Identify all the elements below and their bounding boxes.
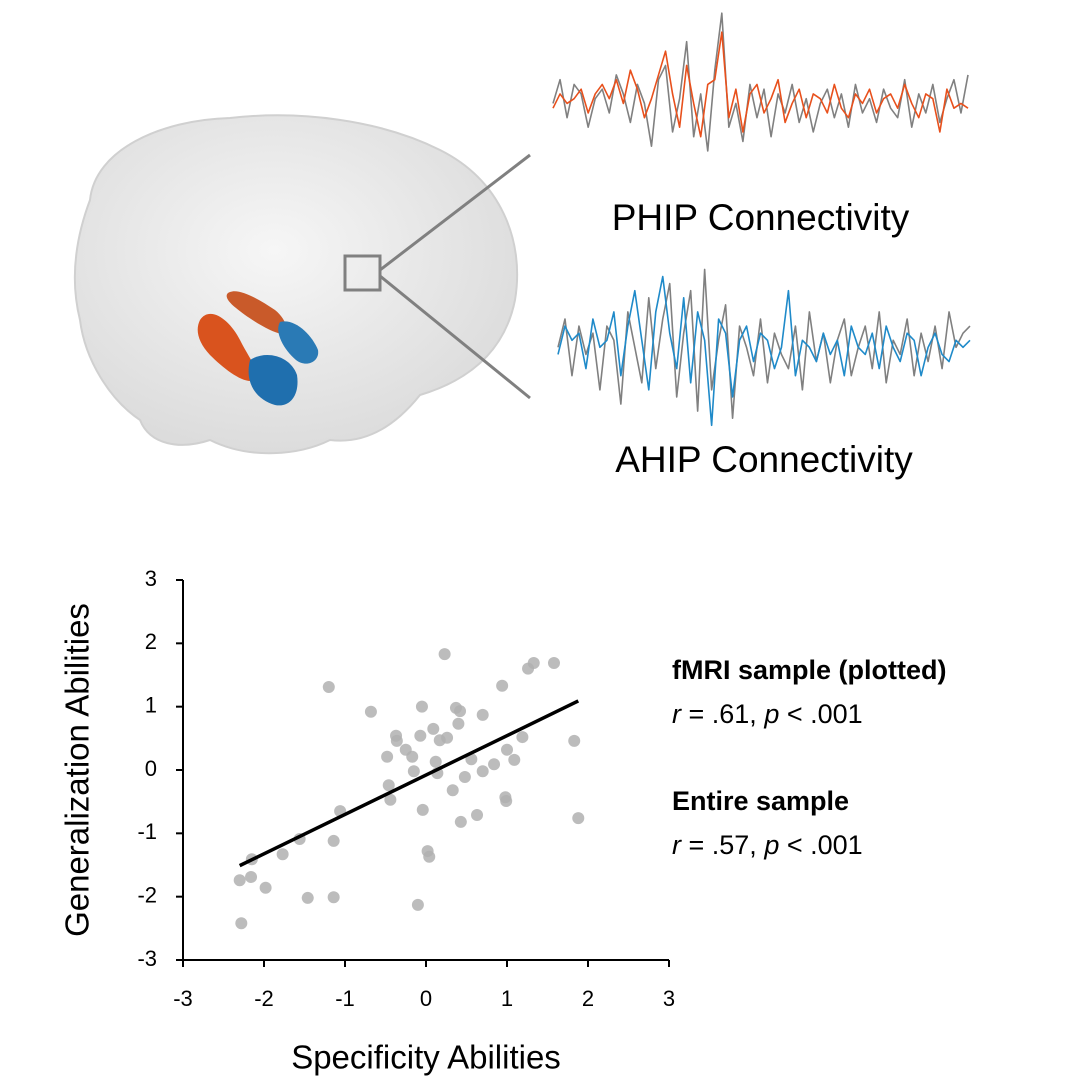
data-point xyxy=(452,717,465,730)
x-tick-label: -1 xyxy=(335,986,355,1011)
data-point xyxy=(322,681,335,694)
data-point xyxy=(441,731,454,744)
y-tick-label: 2 xyxy=(145,629,157,654)
annotation-part: < .001 xyxy=(779,699,862,729)
y-axis-title: Generalization Abilities xyxy=(59,603,96,937)
data-point xyxy=(384,793,397,806)
y-tick-label: -2 xyxy=(137,882,157,907)
time-series xyxy=(552,12,969,152)
trend-line xyxy=(238,699,580,868)
data-point xyxy=(276,848,289,861)
data-point xyxy=(488,758,501,771)
annotation-stat: r = .61, p < .001 xyxy=(672,699,863,729)
y-tick-label: -1 xyxy=(137,819,157,844)
data-point xyxy=(458,770,471,783)
y-tick-label: 3 xyxy=(145,566,157,591)
data-point xyxy=(415,700,428,713)
x-tick-label: -3 xyxy=(173,986,193,1011)
y-tick-label: 1 xyxy=(145,692,157,717)
data-point xyxy=(259,881,272,894)
time-series xyxy=(557,275,971,427)
time-series xyxy=(552,31,969,138)
y-tick-label: -3 xyxy=(137,946,157,971)
annotation-part: r xyxy=(672,830,682,860)
annotation-stat: r = .57, p < .001 xyxy=(672,830,863,860)
y-tick-label: 0 xyxy=(145,756,157,781)
data-point xyxy=(414,729,427,742)
annotation-title: fMRI sample (plotted) xyxy=(672,655,947,685)
data-point xyxy=(327,834,340,847)
data-point xyxy=(547,656,560,669)
x-tick-label: 0 xyxy=(420,986,432,1011)
data-point xyxy=(501,743,513,756)
data-point xyxy=(381,750,394,763)
annotation-part: < .001 xyxy=(779,830,862,860)
annotation-part: p xyxy=(763,699,779,729)
data-point xyxy=(568,734,581,747)
data-point xyxy=(427,722,440,735)
data-point xyxy=(406,750,419,763)
data-point xyxy=(500,795,513,808)
data-point xyxy=(446,784,459,797)
data-point xyxy=(496,679,509,692)
data-point xyxy=(572,812,585,825)
data-point xyxy=(245,871,258,884)
data-point xyxy=(471,808,484,821)
annotation-part: p xyxy=(763,830,779,860)
x-tick-label: 3 xyxy=(663,986,675,1011)
data-point xyxy=(516,731,529,744)
data-point xyxy=(411,898,424,911)
data-point xyxy=(438,648,451,661)
data-point xyxy=(416,803,429,816)
data-point xyxy=(235,917,248,930)
x-tick-label: 2 xyxy=(582,986,594,1011)
data-point xyxy=(407,765,420,778)
data-point xyxy=(454,815,467,828)
data-point xyxy=(476,765,489,778)
data-point xyxy=(390,734,403,747)
x-axis-title: Specificity Abilities xyxy=(291,1039,561,1076)
x-tick-label: -2 xyxy=(254,986,274,1011)
x-tick-label: 1 xyxy=(501,986,513,1011)
annotation-part: = .61, xyxy=(681,699,764,729)
annotation-title: Entire sample xyxy=(672,786,849,816)
data-point xyxy=(454,705,467,718)
annotation-part: = .57, xyxy=(681,830,764,860)
data-point xyxy=(429,755,442,768)
annotation-part: r xyxy=(672,699,682,729)
brain-illustration xyxy=(73,114,531,455)
data-point xyxy=(382,779,395,792)
data-point xyxy=(327,891,340,904)
time-series xyxy=(557,268,971,419)
data-point xyxy=(301,891,314,904)
data-point xyxy=(476,708,489,721)
data-point xyxy=(423,850,436,863)
series-title: AHIP Connectivity xyxy=(615,439,913,480)
data-point xyxy=(527,656,540,669)
series-title: PHIP Connectivity xyxy=(612,197,910,238)
data-point xyxy=(508,753,521,766)
data-point xyxy=(233,874,246,887)
data-point xyxy=(364,705,377,718)
